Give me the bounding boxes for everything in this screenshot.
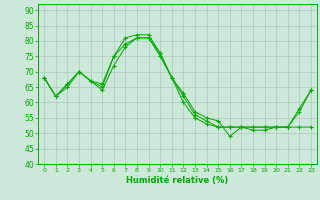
X-axis label: Humidité relative (%): Humidité relative (%) [126,176,229,185]
